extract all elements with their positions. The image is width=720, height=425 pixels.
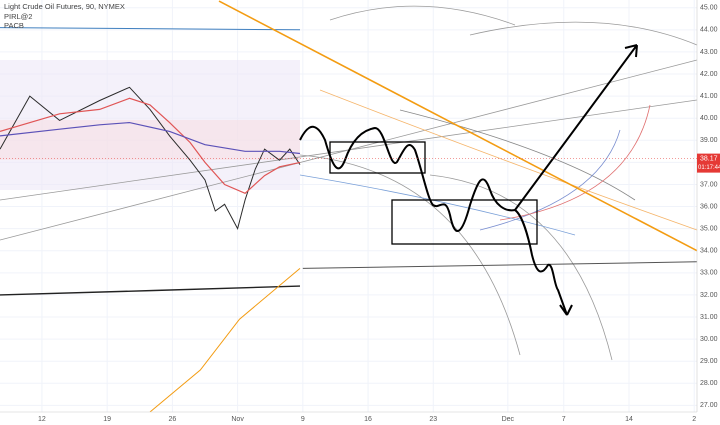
y-tick-label: 44.00 [700,27,718,34]
projection-curves [0,5,698,361]
legend: Light Crude Oil Futures, 90, NYMEX PIRL@… [4,2,125,30]
y-tick-label: 33.00 [700,270,718,277]
y-tick-label: 28.00 [700,380,718,387]
projection-path [299,125,568,316]
curve [479,129,621,231]
series-layer [0,0,698,413]
x-tick-label: 23 [429,416,437,423]
curve [469,21,698,46]
x-tick-label: 9 [301,416,305,423]
x-tick-label: 2 [692,416,696,423]
y-tick-label: 36.00 [700,203,718,210]
curve [499,104,651,221]
y-tick-label: 43.00 [700,49,718,56]
series-line [149,268,301,413]
y-tick-label: 30.00 [700,336,718,343]
projection-arrow [514,44,638,211]
curve [399,109,636,201]
curve [429,174,613,361]
y-tick-label: 42.00 [700,71,718,78]
series-line [218,0,698,252]
series-line [302,261,698,269]
hand-drawing [299,44,638,316]
x-tick-label: 7 [562,416,566,423]
x-tick-label: 14 [625,416,633,423]
curve [299,154,521,356]
arrow-head [559,304,573,316]
indicator-band [0,120,300,160]
indicator-label: PACB [4,21,24,30]
countdown: 01:17:44 [698,165,720,171]
curve [329,5,516,26]
box [391,199,538,245]
y-tick-label: 41.00 [700,93,718,100]
box [329,141,426,174]
x-tick-label: 12 [38,416,46,423]
series-line [0,27,301,31]
indicator-label: PIRL@2 [4,12,32,21]
time-axis [0,412,720,425]
y-tick-label: 39.00 [700,137,718,144]
x-tick-label: 16 [364,416,372,423]
series-line [0,97,301,195]
y-tick-label: 34.00 [700,248,718,255]
curve [319,89,698,231]
x-tick-label: 19 [103,416,111,423]
y-tick-label: 45.00 [700,5,718,12]
y-tick-label: 29.00 [700,358,718,365]
y-tick-label: 35.00 [700,225,718,232]
y-tick-label: 37.00 [700,181,718,188]
axes: 45.0044.0043.0042.0041.0040.0039.0038.00… [0,5,720,423]
curve [299,174,576,236]
price-axis [697,0,720,425]
last-price-tag [697,153,720,173]
x-tick-label: 26 [168,416,176,423]
x-tick-label: Nov [231,416,244,423]
y-tick-label: 40.00 [700,115,718,122]
last-price-label: 38.17 [700,155,718,162]
x-tick-label: Dec [502,416,515,423]
y-tick-label: 32.00 [700,292,718,299]
y-tick-label: 31.00 [700,314,718,321]
chart-title: Light Crude Oil Futures, 90, NYMEX [4,2,125,11]
series-line [0,285,301,296]
series-line [0,121,301,155]
y-tick-label: 27.00 [700,402,718,409]
